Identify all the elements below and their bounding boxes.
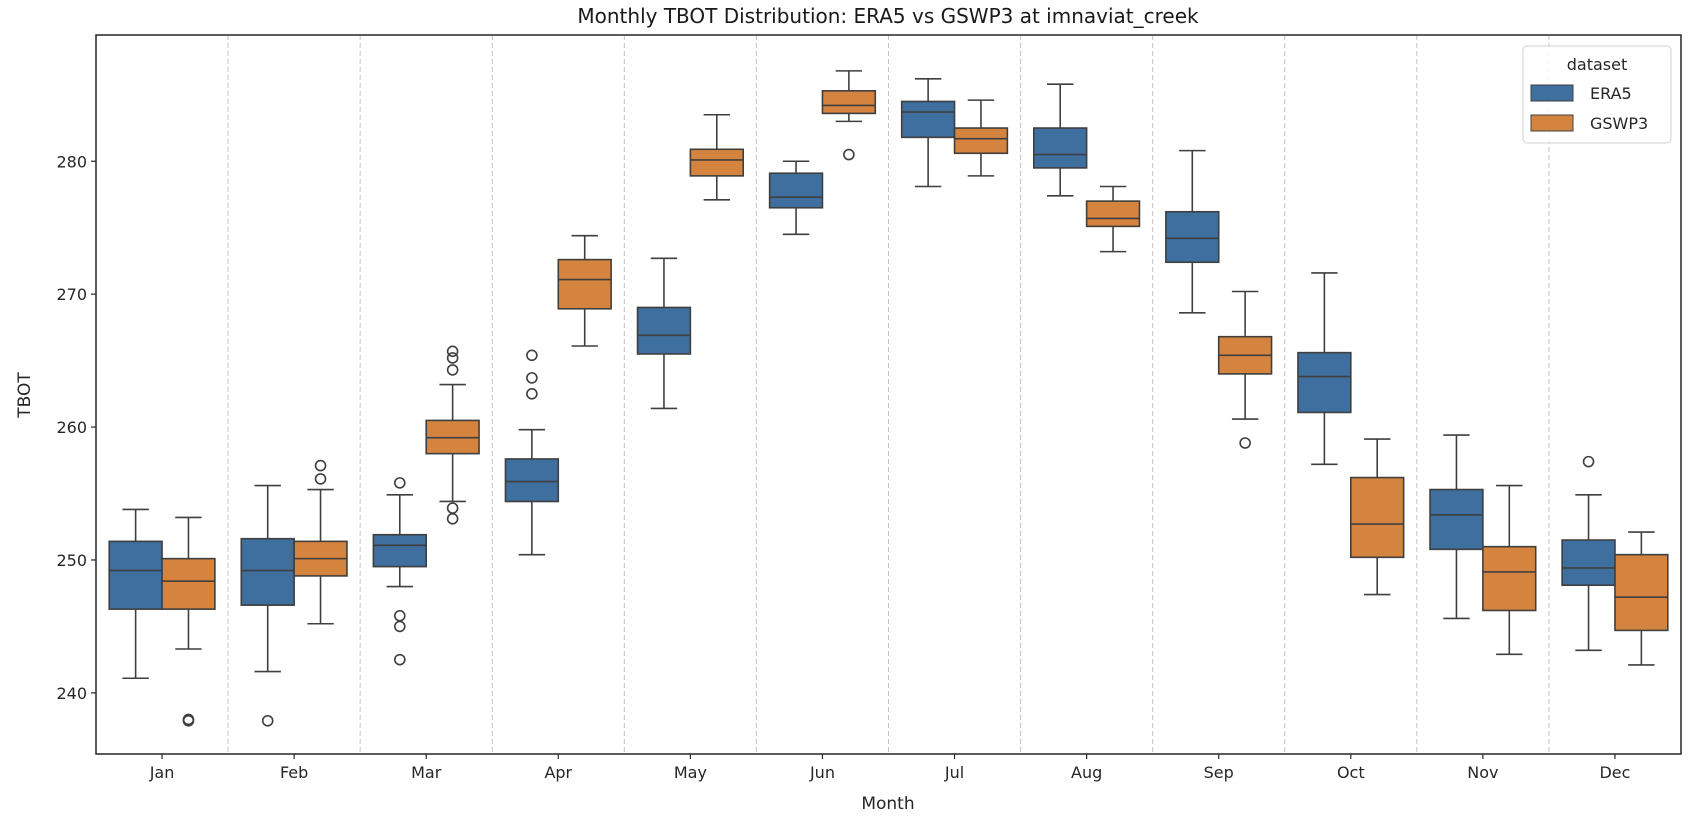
box-iqr: [636, 306, 692, 355]
box-iqr: [1349, 476, 1405, 559]
box-iqr: [953, 127, 1009, 155]
box-iqr: [1482, 545, 1537, 612]
x-axis-ticks: Jan Feb Mar Apr May Jun Jul Aug Sep Oct Nov Dec: [149, 754, 1630, 782]
x-tick-label: Sep: [1204, 763, 1234, 782]
outlier-point: [314, 459, 327, 472]
x-tick-label: Aug: [1071, 763, 1102, 782]
box-may-era5: [636, 257, 692, 410]
box-oct-era5: [1297, 272, 1352, 466]
outlier-point: [261, 714, 274, 727]
legend-title: dataset: [1567, 55, 1628, 74]
box-iqr: [1297, 351, 1352, 414]
x-tick-label: Dec: [1599, 763, 1630, 782]
outlier-point: [393, 477, 406, 489]
outlier-point: [446, 345, 459, 358]
outlier-point: [446, 352, 459, 364]
x-tick-label: Nov: [1467, 763, 1498, 782]
box-mar-era5: [372, 477, 428, 666]
box-iqr: [1561, 539, 1616, 587]
box-iqr: [240, 537, 295, 606]
outlier-point: [526, 372, 538, 384]
outlier-point: [1239, 437, 1251, 449]
box-jan-era5: [108, 508, 163, 680]
box-aug-era5: [1032, 83, 1088, 197]
box-iqr: [900, 100, 956, 139]
outlier-point: [446, 364, 459, 376]
box-iqr: [821, 90, 877, 115]
box-oct-gswp3: [1349, 438, 1405, 596]
box-sep-gswp3: [1217, 290, 1273, 449]
x-tick-label: Jan: [149, 763, 175, 782]
outlier-point: [843, 148, 855, 161]
legend-label-era5: ERA5: [1590, 84, 1632, 103]
legend: dataset ERA5 GSWP3: [1522, 45, 1672, 144]
y-tick-label: 270: [56, 285, 87, 304]
outlier-point: [393, 609, 406, 622]
x-tick-label: Jun: [809, 763, 835, 782]
legend-swatch-era5: [1530, 84, 1574, 102]
box-dec-era5: [1561, 455, 1616, 652]
box-iqr: [1032, 127, 1088, 169]
axes-frame: [95, 34, 1682, 755]
legend-swatch-gswp3: [1530, 114, 1574, 132]
series-gswp3: [161, 70, 1669, 727]
outlier-point: [526, 349, 538, 362]
box-dec-gswp3: [1614, 531, 1669, 666]
outlier-point: [182, 713, 195, 726]
box-iqr: [689, 148, 745, 177]
outlier-point: [526, 388, 538, 400]
box-iqr: [1429, 488, 1484, 551]
x-tick-label: Oct: [1337, 763, 1365, 782]
box-iqr: [1085, 200, 1141, 228]
x-tick-label: Feb: [280, 763, 308, 782]
y-tick-label: 240: [56, 684, 87, 703]
outlier-point: [314, 473, 327, 485]
box-jul-era5: [900, 78, 956, 188]
series-era5: [108, 78, 1616, 727]
x-tick-label: Mar: [411, 763, 442, 782]
y-axis-title: TBOT: [15, 372, 35, 419]
box-feb-gswp3: [293, 459, 348, 625]
y-axis-ticks: 240 250 260 270 280: [56, 152, 96, 703]
box-iqr: [1614, 553, 1669, 632]
x-axis-title: Month: [861, 794, 914, 814]
y-tick-label: 260: [56, 418, 87, 437]
box-iqr: [108, 540, 163, 610]
box-iqr: [161, 557, 216, 610]
box-iqr: [557, 258, 612, 310]
box-apr-gswp3: [557, 234, 612, 347]
chart-title: Monthly TBOT Distribution: ERA5 vs GSWP3…: [577, 4, 1199, 28]
outlier-point: [1582, 455, 1595, 468]
box-aug-gswp3: [1085, 185, 1141, 253]
box-nov-gswp3: [1482, 484, 1537, 656]
box-series: [108, 70, 1669, 727]
box-iqr: [372, 533, 428, 568]
x-tick-label: Apr: [544, 763, 572, 782]
box-iqr: [504, 458, 560, 503]
box-sep-era5: [1165, 149, 1220, 314]
outlier-point: [446, 512, 459, 525]
box-jun-gswp3: [821, 70, 877, 161]
box-jul-gswp3: [953, 99, 1009, 177]
box-iqr: [768, 172, 824, 209]
outlier-point: [393, 653, 406, 666]
y-tick-label: 280: [56, 152, 87, 171]
y-tick-label: 250: [56, 551, 87, 570]
outlier-point: [446, 502, 459, 514]
box-apr-era5: [504, 349, 560, 556]
x-tick-label: May: [674, 763, 707, 782]
box-feb-era5: [240, 484, 295, 727]
box-may-gswp3: [689, 113, 745, 201]
box-jan-gswp3: [161, 516, 216, 727]
legend-label-gswp3: GSWP3: [1590, 114, 1648, 133]
box-jun-era5: [768, 160, 824, 236]
x-tick-label: Jul: [944, 763, 964, 782]
box-iqr: [1165, 210, 1220, 264]
box-nov-era5: [1429, 434, 1484, 620]
outlier-point: [393, 620, 406, 633]
box-mar-gswp3: [425, 345, 480, 525]
